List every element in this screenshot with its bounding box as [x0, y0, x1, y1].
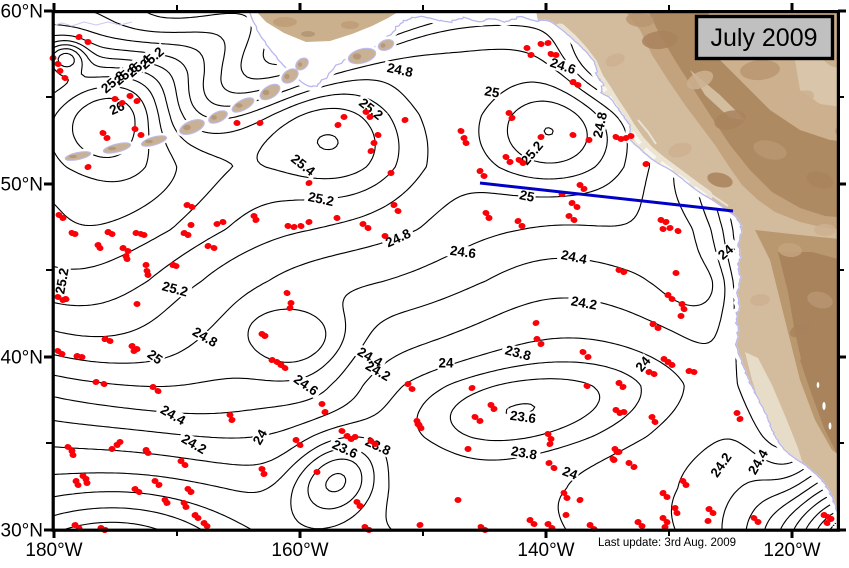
svg-text:23.8: 23.8 [510, 443, 539, 462]
svg-text:24: 24 [560, 463, 580, 482]
svg-text:120°W: 120°W [763, 540, 820, 561]
svg-text:23.6: 23.6 [509, 408, 537, 426]
svg-text:30°N: 30°N [1, 521, 43, 542]
svg-text:24.2: 24.2 [570, 293, 598, 312]
svg-text:July 2009: July 2009 [710, 24, 817, 52]
svg-text:160°W: 160°W [271, 540, 328, 561]
svg-text:24: 24 [439, 356, 454, 371]
svg-text:25: 25 [518, 187, 536, 205]
svg-text:24.8: 24.8 [590, 110, 610, 139]
svg-text:23.8: 23.8 [503, 342, 533, 363]
svg-text:Last update: 3rd Aug. 2009: Last update: 3rd Aug. 2009 [598, 537, 736, 549]
svg-text:25.2: 25.2 [160, 278, 189, 299]
svg-text:24: 24 [250, 426, 271, 447]
svg-text:140°W: 140°W [517, 540, 574, 561]
svg-text:24.8: 24.8 [386, 60, 415, 80]
svg-text:24.4: 24.4 [560, 247, 589, 267]
svg-text:25.2: 25.2 [307, 189, 336, 209]
svg-text:25.2: 25.2 [52, 267, 71, 295]
svg-text:25: 25 [483, 83, 501, 100]
svg-text:50°N: 50°N [1, 175, 43, 196]
svg-text:60°N: 60°N [1, 2, 43, 23]
svg-text:40°N: 40°N [1, 348, 43, 369]
svg-text:24.6: 24.6 [449, 243, 477, 261]
svg-text:180°W: 180°W [25, 540, 82, 561]
